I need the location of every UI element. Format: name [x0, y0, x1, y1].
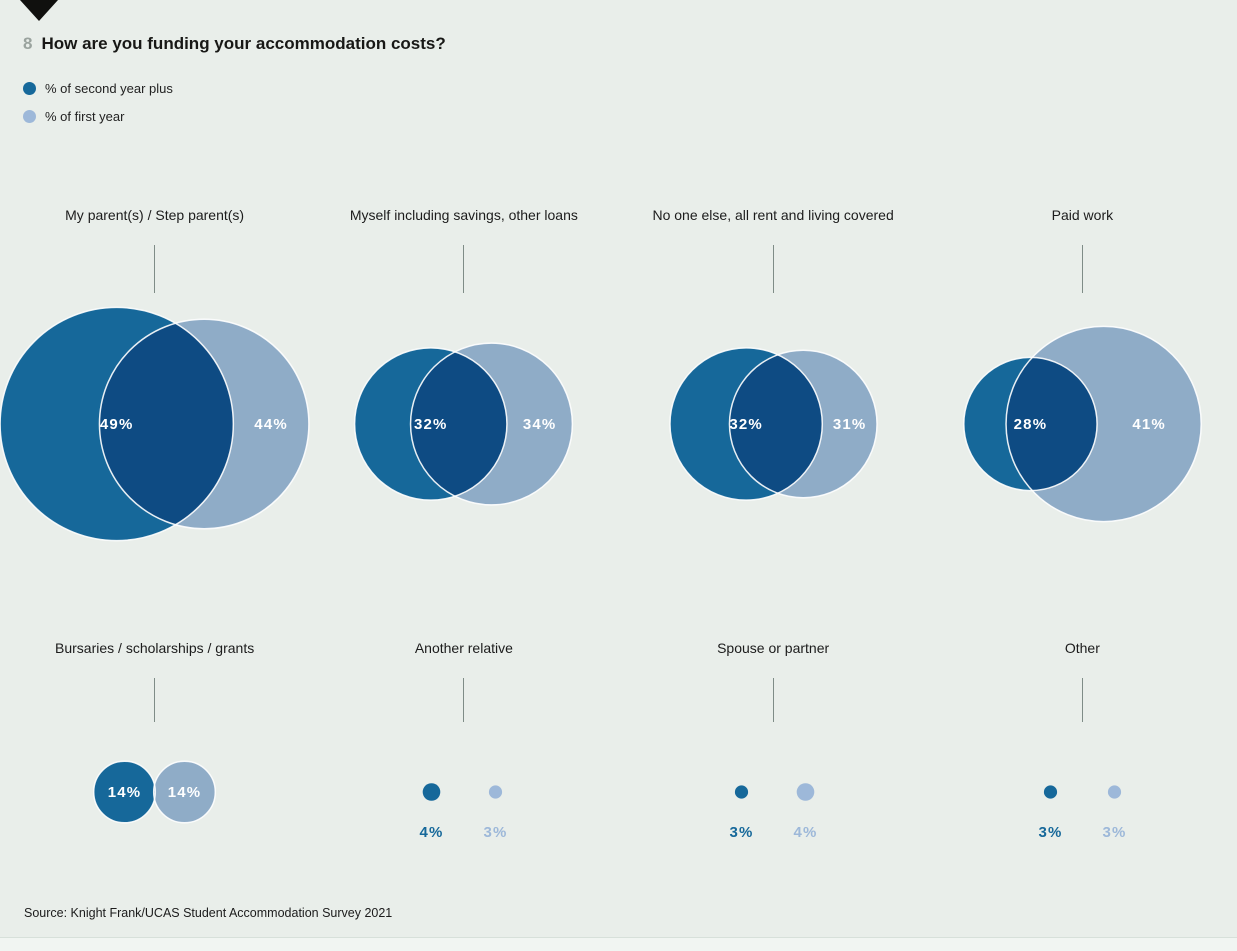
svg-text:3%: 3%: [729, 824, 753, 841]
venn-chart-paid-work: 28% 41%: [962, 325, 1202, 523]
svg-text:41%: 41%: [1132, 416, 1166, 433]
chart-cell-other: Other 3% 3%: [928, 638, 1237, 862]
tick-line: [154, 245, 156, 293]
legend-item-second-year-plus: % of second year plus: [23, 81, 173, 96]
tick-line: [463, 245, 465, 293]
svg-text:31%: 31%: [832, 416, 866, 433]
venn-chart-parents: 49% 44%: [0, 306, 310, 542]
venn-chart-spouse-partner: 3% 4%: [729, 783, 817, 841]
svg-text:14%: 14%: [168, 784, 202, 801]
section-marker-triangle: [20, 0, 58, 21]
svg-text:4%: 4%: [793, 824, 817, 841]
chart-cell-spouse-partner: Spouse or partner 3% 4%: [619, 638, 928, 862]
venn-chart-myself: 32% 34%: [354, 342, 574, 506]
category-label: Paid work: [1051, 207, 1114, 223]
venn-chart-no-one-else: 32% 31%: [668, 347, 878, 501]
svg-text:4%: 4%: [420, 824, 444, 841]
svg-text:3%: 3%: [1102, 824, 1126, 841]
legend-dot-light-icon: [23, 110, 36, 123]
svg-text:3%: 3%: [1038, 824, 1062, 841]
chart-cell-myself: Myself including savings, other loans 32…: [309, 205, 618, 543]
svg-text:34%: 34%: [523, 416, 557, 433]
chart-cell-another-relative: Another relative 4% 3%: [309, 638, 618, 862]
tick-line: [772, 678, 774, 722]
chart-grid-row-2: Bursaries / scholarships / grants 14% 14%…: [0, 638, 1237, 862]
category-label: Other: [1064, 640, 1100, 656]
question-number: 8: [23, 34, 33, 53]
legend-label: % of second year plus: [45, 81, 173, 96]
chart-header: 8 How are you funding your accommodation…: [23, 34, 446, 54]
svg-text:32%: 32%: [729, 416, 763, 433]
svg-text:32%: 32%: [414, 416, 448, 433]
category-label: My parent(s) / Step parent(s): [65, 207, 245, 223]
tick-line: [463, 678, 465, 722]
category-label: Bursaries / scholarships / grants: [55, 640, 255, 656]
svg-text:3%: 3%: [484, 824, 508, 841]
category-label: No one else, all rent and living covered: [652, 207, 894, 223]
svg-text:44%: 44%: [254, 416, 288, 433]
venn-chart-other: 3% 3%: [1038, 785, 1126, 841]
chart-cell-no-one-else: No one else, all rent and living covered…: [619, 205, 928, 543]
tick-line: [1081, 678, 1083, 722]
tick-line: [772, 245, 774, 293]
tick-line: [154, 678, 156, 722]
svg-text:14%: 14%: [108, 784, 142, 801]
svg-text:28%: 28%: [1014, 416, 1048, 433]
category-label: Myself including savings, other loans: [349, 207, 578, 223]
svg-text:49%: 49%: [100, 416, 134, 433]
venn-chart-bursaries: 14% 14%: [93, 760, 217, 824]
source-note: Source: Knight Frank/UCAS Student Accomm…: [24, 906, 393, 920]
legend-item-first-year: % of first year: [23, 109, 173, 124]
category-label: Spouse or partner: [717, 640, 830, 656]
venn-chart-another-relative: 4% 3%: [420, 783, 508, 841]
chart-cell-paid-work: Paid work 28% 41%: [928, 205, 1237, 543]
chart-cell-bursaries: Bursaries / scholarships / grants 14% 14%: [0, 638, 309, 862]
chart-legend: % of second year plus % of first year: [23, 68, 173, 124]
chart-cell-parents: My parent(s) / Step parent(s) 49% 44%: [0, 205, 310, 543]
legend-dot-dark-icon: [23, 82, 36, 95]
tick-line: [1081, 245, 1083, 293]
page-title: How are you funding your accommodation c…: [41, 34, 446, 53]
category-label: Another relative: [414, 640, 513, 656]
legend-label: % of first year: [45, 109, 125, 124]
bottom-band: [0, 937, 1237, 951]
chart-grid-row-1: My parent(s) / Step parent(s) 49% 44% Mys…: [0, 205, 1237, 543]
